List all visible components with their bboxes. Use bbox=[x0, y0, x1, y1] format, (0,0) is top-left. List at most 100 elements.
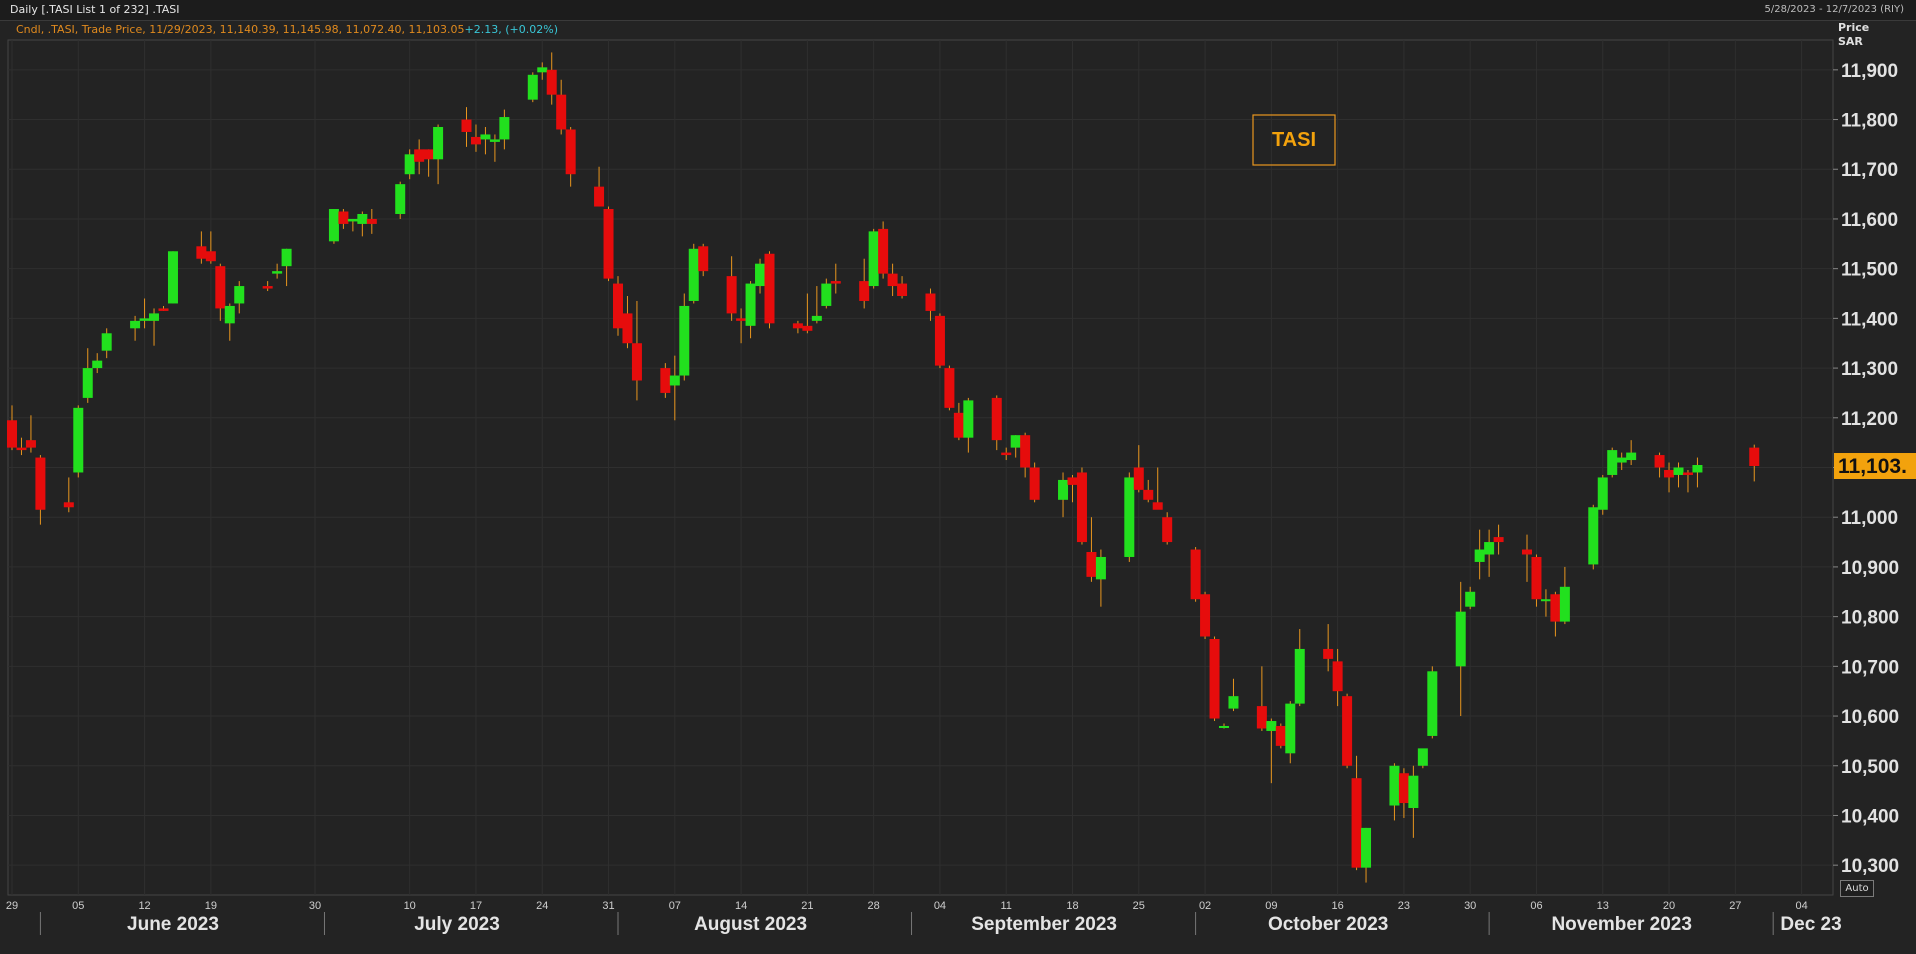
candle-up bbox=[404, 154, 415, 175]
candle-up bbox=[272, 271, 283, 274]
chart-title: Daily [.TASI List 1 of 232] .TASI bbox=[10, 3, 180, 16]
candle-down bbox=[660, 368, 671, 393]
legend-change: +2.13, (+0.02%) bbox=[464, 23, 558, 36]
month-label: September 2023 bbox=[971, 914, 1117, 935]
candle-down bbox=[1398, 773, 1409, 804]
candle-down bbox=[897, 283, 908, 297]
candle-up bbox=[1692, 465, 1703, 473]
candle-up bbox=[101, 333, 112, 351]
candle-up bbox=[130, 320, 141, 329]
candle-up bbox=[1616, 457, 1627, 463]
candle-up bbox=[1361, 827, 1372, 868]
candle-down bbox=[1020, 435, 1031, 468]
y-tick-label: 11,000 bbox=[1841, 508, 1898, 529]
x-tick-label: 10 bbox=[404, 900, 416, 912]
candle-up bbox=[224, 305, 235, 324]
candle-up bbox=[679, 305, 690, 376]
candle-down bbox=[470, 136, 481, 145]
candle-down bbox=[613, 283, 623, 329]
candle-up bbox=[139, 318, 150, 321]
legend-values: Cndl, .TASI, Trade Price, 11/29/2023, 11… bbox=[16, 23, 465, 36]
candle-down bbox=[631, 343, 642, 381]
candle-down bbox=[1029, 467, 1040, 500]
candle-up bbox=[1540, 599, 1551, 602]
candle-down bbox=[158, 308, 169, 311]
x-tick-label: 07 bbox=[669, 900, 681, 912]
x-tick-label: 21 bbox=[801, 900, 813, 912]
candle-down bbox=[934, 315, 945, 366]
month-label: August 2023 bbox=[694, 914, 807, 935]
x-tick-label: 28 bbox=[868, 900, 880, 912]
x-tick-label: 24 bbox=[536, 900, 548, 912]
candle-down bbox=[1493, 537, 1504, 543]
x-tick-label: 20 bbox=[1663, 900, 1675, 912]
candle-up bbox=[821, 283, 832, 306]
candle-up bbox=[82, 368, 93, 398]
y-tick-label: 10,500 bbox=[1841, 757, 1899, 778]
candle-down bbox=[1256, 706, 1267, 729]
candle-up bbox=[1219, 725, 1229, 728]
month-label: Dec 23 bbox=[1780, 914, 1841, 935]
candle-up bbox=[1484, 542, 1495, 555]
annotation-text: TASI bbox=[1272, 129, 1316, 151]
y-tick-label: 11,300 bbox=[1841, 359, 1898, 380]
y-tick-label: 11,800 bbox=[1841, 111, 1898, 132]
candle-up bbox=[1455, 611, 1466, 667]
candle-down bbox=[1190, 549, 1201, 600]
candle-up bbox=[328, 209, 339, 242]
candle-down bbox=[1332, 661, 1343, 692]
candle-up bbox=[234, 286, 245, 304]
x-tick-label: 14 bbox=[735, 900, 747, 912]
candle-down bbox=[764, 253, 775, 324]
candle-down bbox=[423, 149, 434, 160]
candle-down bbox=[1086, 552, 1097, 577]
candle-down bbox=[1001, 452, 1012, 456]
candle-down bbox=[16, 447, 27, 451]
candle-down bbox=[726, 276, 737, 314]
x-tick-label: 19 bbox=[205, 900, 217, 912]
x-tick-label: 31 bbox=[602, 900, 614, 912]
candle-up bbox=[1095, 556, 1106, 580]
candle-down bbox=[1152, 502, 1163, 510]
candle-up bbox=[1465, 591, 1476, 607]
candle-down bbox=[1531, 556, 1542, 600]
candle-down bbox=[887, 273, 898, 287]
x-tick-label: 25 bbox=[1133, 900, 1145, 912]
candle-up bbox=[1285, 703, 1296, 754]
candle-up bbox=[527, 74, 538, 100]
annotation-box bbox=[1252, 114, 1336, 166]
month-label: June 2023 bbox=[127, 914, 219, 935]
candle-up bbox=[669, 375, 680, 386]
x-tick-label: 13 bbox=[1597, 900, 1609, 912]
y-axis-title-unit: SAR bbox=[1838, 35, 1863, 48]
candle-down bbox=[792, 323, 803, 329]
y-tick-label: 10,700 bbox=[1841, 657, 1899, 678]
candle-up bbox=[489, 139, 500, 142]
y-tick-label: 11,200 bbox=[1841, 409, 1898, 430]
candle-down bbox=[1654, 455, 1665, 468]
candle-up bbox=[688, 248, 699, 301]
candle-down bbox=[205, 251, 216, 262]
candle-up bbox=[1408, 775, 1419, 809]
y-axis-title: Price SAR bbox=[1838, 21, 1869, 49]
month-label: July 2023 bbox=[414, 914, 500, 935]
y-tick-label: 11,700 bbox=[1841, 160, 1898, 181]
candle-up bbox=[92, 360, 103, 369]
candle-down bbox=[1682, 472, 1693, 475]
candle-down bbox=[1550, 594, 1561, 622]
x-tick-label: 04 bbox=[1795, 900, 1807, 912]
candle-down bbox=[944, 368, 955, 408]
candle-down bbox=[925, 293, 936, 311]
y-axis-title-price: Price bbox=[1838, 21, 1870, 34]
candles bbox=[7, 52, 1760, 883]
candle-up bbox=[1474, 549, 1485, 562]
x-tick-label: 30 bbox=[1464, 900, 1476, 912]
x-tick-label: 23 bbox=[1398, 900, 1410, 912]
x-tick-label: 18 bbox=[1066, 900, 1078, 912]
x-tick-label: 12 bbox=[138, 900, 150, 912]
candle-down bbox=[63, 502, 74, 508]
x-tick-label: 02 bbox=[1199, 900, 1211, 912]
candle-down bbox=[1133, 467, 1144, 490]
auto-scale-button[interactable]: Auto bbox=[1840, 880, 1874, 897]
